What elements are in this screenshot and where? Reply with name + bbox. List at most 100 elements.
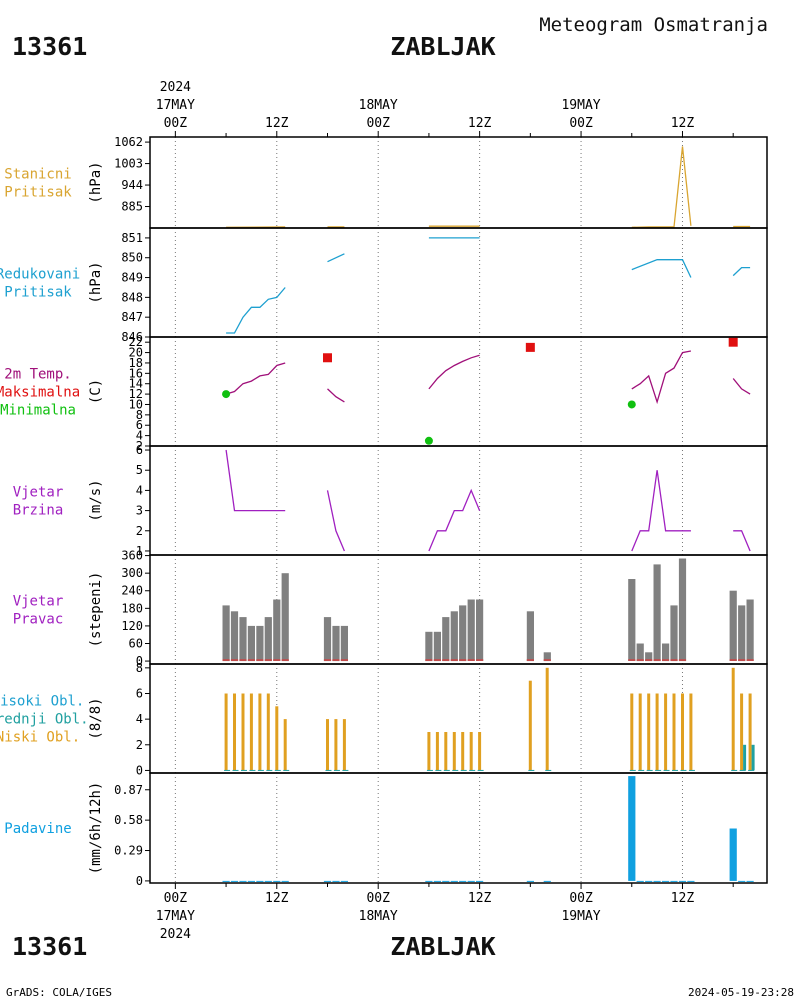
y-tick-label: 849 <box>121 271 143 285</box>
bar <box>638 693 642 771</box>
max-temp-marker <box>525 342 535 352</box>
y-tick-label: 885 <box>121 200 143 214</box>
bar <box>442 880 450 882</box>
bar <box>461 732 465 771</box>
bar <box>326 719 329 771</box>
bar <box>543 652 551 662</box>
unit-label: (hPa) <box>88 261 104 303</box>
bar <box>662 880 670 882</box>
y-tick-label: 5 <box>136 463 143 477</box>
series-line <box>631 350 692 405</box>
y-tick-label: 0.87 <box>114 783 143 797</box>
time-label-top: 12Z <box>468 116 492 131</box>
y-tick-label: 18 <box>129 356 143 370</box>
panel-label: Pritisak <box>4 185 72 201</box>
bar <box>452 732 456 771</box>
y-tick-label: 1003 <box>114 157 143 171</box>
bar <box>222 880 230 882</box>
bar <box>247 625 255 662</box>
bar <box>256 880 264 882</box>
bar <box>670 880 678 882</box>
bar <box>543 880 551 882</box>
min-temp-marker <box>627 400 636 409</box>
bar <box>323 617 332 662</box>
bar <box>433 880 441 882</box>
time-label-top: 00Z <box>366 116 390 131</box>
y-tick-label: 848 <box>121 290 143 304</box>
bar <box>459 605 467 662</box>
panel-frame <box>149 445 768 556</box>
bar <box>476 599 484 661</box>
bar <box>332 880 340 882</box>
bar <box>266 693 270 771</box>
time-label-bottom: 00Z <box>164 891 188 906</box>
time-label-top: 12Z <box>671 116 695 131</box>
bar <box>467 599 475 661</box>
day-label-bottom: 17MAY <box>156 909 195 924</box>
y-tick-label: 20 <box>129 346 143 360</box>
time-label-top: 12Z <box>265 116 289 131</box>
panel-frame <box>149 136 768 229</box>
bar <box>678 880 687 882</box>
bar <box>249 693 253 771</box>
y-tick-label: 6 <box>136 418 143 432</box>
year-label-top: 2024 <box>160 80 191 95</box>
bar <box>275 706 279 771</box>
y-tick-label: 0 <box>136 654 143 668</box>
bar <box>281 880 289 882</box>
bar <box>444 732 448 771</box>
y-tick-label: 850 <box>121 251 143 265</box>
bar <box>681 693 684 771</box>
panel-label: Padavine <box>4 821 71 837</box>
y-tick-label: 4 <box>136 429 143 443</box>
bar <box>687 880 695 882</box>
unit-label: (mm/6h/12h) <box>88 782 104 875</box>
bar <box>476 880 484 882</box>
series-line <box>326 490 345 552</box>
bar <box>435 732 439 771</box>
bar <box>433 631 441 662</box>
series-line <box>226 287 286 334</box>
bar <box>689 693 693 771</box>
bar <box>746 599 754 661</box>
panel-label: Pravac <box>13 612 64 628</box>
y-tick-label: 2 <box>136 738 143 752</box>
time-axis: 00Z 00Z 12Z 12Z 00Z 00Z 12Z 12Z 00Z 00Z 12Z 12Z 17MA… <box>156 80 734 942</box>
bar <box>340 880 348 882</box>
bar <box>526 611 534 662</box>
footer-right: 2024-05-19-23:28 <box>688 986 794 999</box>
station-id-bottom: 13361 <box>12 932 87 961</box>
y-tick-label: 846 <box>121 330 143 344</box>
panel-label: Niski Obl. <box>0 730 80 746</box>
panel-label: Srednji Obl. <box>0 712 89 728</box>
bar <box>526 880 534 882</box>
y-tick-label: 4 <box>136 483 143 497</box>
y-tick-label: 847 <box>121 310 143 324</box>
day-label-bottom: 18MAY <box>359 909 398 924</box>
bar <box>645 652 653 662</box>
day-label-bottom: 19MAY <box>561 909 600 924</box>
series-line <box>428 488 481 552</box>
y-tick-label: 22 <box>129 335 143 349</box>
y-tick-label: 240 <box>121 584 143 598</box>
series-line <box>225 362 286 395</box>
bar <box>239 880 247 882</box>
unit-label: (stepeni) <box>88 572 104 648</box>
bar <box>230 880 239 882</box>
series-line <box>631 470 691 552</box>
bar <box>256 625 264 662</box>
bar <box>636 880 644 882</box>
bar <box>628 579 636 661</box>
bar <box>323 880 332 882</box>
bar <box>450 611 458 662</box>
station-id-top: 13361 <box>12 32 87 61</box>
precipitation-panel: 0 0.29 0.58 0.87 (mm/6h/12h) Padavine <box>4 772 768 888</box>
series-line <box>631 259 692 278</box>
bar <box>467 880 475 882</box>
panel-frame <box>149 336 768 447</box>
panel-label: Pritisak <box>4 285 72 301</box>
bar <box>340 625 348 662</box>
y-tick-label: 300 <box>121 566 143 580</box>
time-label-bottom: 12Z <box>671 891 695 906</box>
bar <box>738 605 746 662</box>
